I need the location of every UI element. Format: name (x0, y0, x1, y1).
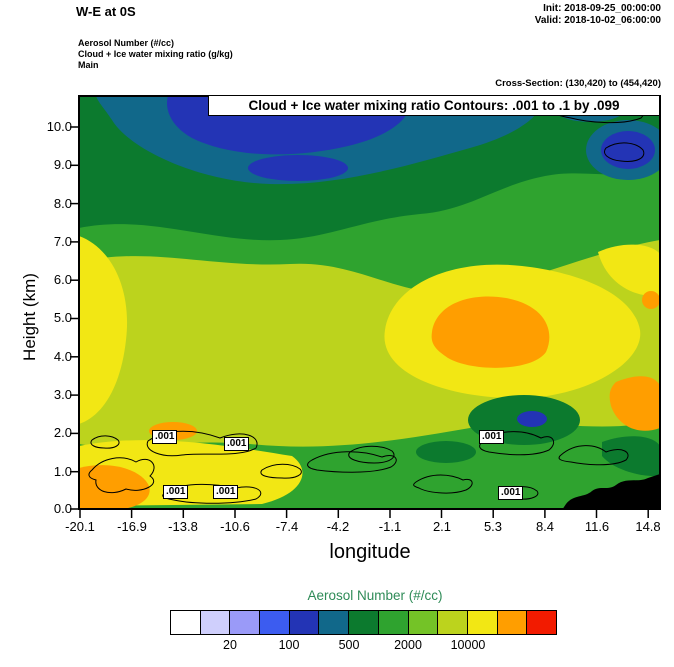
model-times: Init: 2018-09-25_00:00:00 Valid: 2018-10… (535, 3, 661, 27)
colorbar-tick-label: 100 (278, 638, 300, 652)
colorbar-cell (496, 611, 527, 634)
y-tick-label: 3.0 (53, 387, 72, 402)
y-tick-label: 2.0 (53, 425, 72, 440)
x-tick-label: 11.6 (584, 519, 610, 534)
contour-value-label: .001 (163, 485, 189, 499)
x-tick-label: -1.1 (378, 519, 402, 534)
fill-yellow-rightedge (598, 244, 660, 297)
x-tick-label: -13.8 (168, 519, 198, 534)
colorbar-cell (318, 611, 349, 634)
fill-contour-layers (79, 96, 660, 509)
contour-value-label: .001 (152, 430, 178, 444)
contour-field-label: Cloud + Ice water mixing ratio (g/kg) (78, 49, 233, 59)
x-axis-title: longitude (329, 541, 411, 563)
y-tick-label: 8.0 (53, 196, 72, 211)
colorbar-cell (466, 611, 497, 634)
x-tick-label: -10.6 (220, 519, 250, 534)
colorbar-cell (288, 611, 319, 634)
x-tick-marks (79, 510, 649, 518)
domain-label: Main (78, 60, 99, 70)
colorbar-cell (348, 611, 378, 634)
cross-section-label: Cross-Section: (130,420) to (454,420) (495, 78, 661, 89)
colorbar-cell (229, 611, 260, 634)
colorbar-tick-label: 500 (338, 638, 360, 652)
y-tick-label: 9.0 (53, 157, 72, 172)
init-time: Init: 2018-09-25_00:00:00 (543, 3, 661, 14)
page-title: W-E at 0S (76, 4, 136, 19)
x-tick-label: -4.2 (326, 519, 350, 534)
colorbar (170, 610, 557, 635)
contour-value-label: .001 (213, 485, 239, 499)
y-tick-label: 1.0 (53, 464, 72, 479)
colorbar-tick-label: 10000 (450, 638, 486, 652)
fill-orange-small-right (642, 291, 660, 309)
field-info: Aerosol Number (#/cc) Cloud + Ice water … (78, 38, 233, 71)
colorbar-cell (437, 611, 467, 634)
fill-orange-bottomleft (79, 465, 150, 509)
contour-annotation-box: Cloud + Ice water mixing ratio Contours:… (208, 95, 660, 116)
x-tick-label: -20.1 (65, 519, 95, 534)
contour-value-label: .001 (479, 430, 505, 444)
x-tick-label: 5.3 (483, 519, 503, 534)
colorbar-cell (377, 611, 408, 634)
x-tick-label: -16.9 (117, 519, 147, 534)
colorbar-cell (259, 611, 289, 634)
y-tick-label: 7.0 (53, 234, 72, 249)
colorbar-title: Aerosol Number (#/cc) (307, 588, 443, 603)
fill-navy-right (601, 131, 655, 169)
y-tick-label: 6.0 (53, 272, 72, 287)
y-tick-marks (70, 126, 78, 510)
valid-time: Valid: 2018-10-02_06:00:00 (534, 15, 661, 26)
contour-value-label: .001 (224, 437, 250, 451)
colorbar-tick-label: 2000 (394, 638, 422, 652)
fill-navy-low (517, 411, 547, 427)
y-tick-label: 4.0 (53, 349, 72, 364)
fill-orange-center (431, 296, 550, 368)
colorbar-cell (199, 611, 230, 634)
fill-navy-blob (248, 155, 348, 181)
contour-value-label: .001 (498, 486, 524, 500)
x-tick-label: -7.4 (275, 519, 299, 534)
x-tick-label: 8.4 (535, 519, 555, 534)
fill-field-label: Aerosol Number (#/cc) (78, 38, 175, 48)
fill-orange-rightedge (609, 376, 660, 431)
colorbar-cell (171, 611, 200, 634)
y-axis-title: Height (km) (20, 273, 39, 361)
colorbar-tick-label: 20 (223, 638, 237, 652)
fill-darkgreen-low2 (416, 441, 476, 463)
y-tick-label: 0.0 (53, 501, 72, 516)
fill-yellow-left (79, 236, 128, 424)
x-tick-label: 14.8 (635, 519, 661, 534)
terrain-silhouette (562, 474, 660, 509)
colorbar-cell (526, 611, 556, 634)
y-tick-label: 10.0 (46, 119, 72, 134)
colorbar-cell (407, 611, 438, 634)
x-tick-label: 2.1 (432, 519, 452, 534)
fill-darkgreen-lowright (602, 436, 660, 477)
y-tick-label: 5.0 (53, 310, 72, 325)
